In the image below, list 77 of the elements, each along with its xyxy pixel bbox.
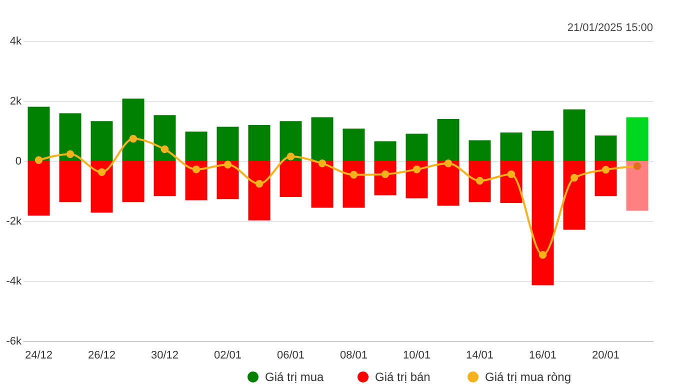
bar: [342, 128, 365, 161]
bar: [406, 161, 428, 198]
x-tick-label: 20/01: [592, 350, 620, 362]
point: [34, 156, 43, 164]
bar: [532, 130, 554, 161]
point: [476, 176, 484, 185]
bar: [500, 132, 522, 161]
bar: [59, 113, 82, 161]
x-tick-label: 14/01: [466, 350, 494, 362]
point: [633, 162, 642, 170]
x-tick-label: 08/01: [340, 350, 368, 362]
point: [350, 170, 358, 179]
point: [570, 174, 578, 182]
point: [98, 168, 106, 176]
bar: [437, 119, 460, 161]
y-tick-label: 4k: [10, 36, 22, 48]
point: [412, 166, 421, 174]
bar: [154, 161, 176, 196]
bar: [280, 161, 302, 197]
point: [192, 166, 200, 174]
bar: [468, 140, 491, 161]
y-tick-label: -2k: [6, 216, 22, 228]
point: [444, 160, 452, 168]
text: 21/01/2025 15:00: [567, 22, 653, 34]
bar: [626, 161, 648, 211]
bar: [311, 117, 334, 161]
point: [129, 134, 138, 143]
point: [66, 150, 74, 158]
point: [224, 160, 232, 168]
y-tick-label: 0: [15, 156, 22, 168]
bar: [216, 126, 239, 161]
bar: [90, 161, 113, 213]
bar: [374, 141, 396, 161]
bar: [185, 161, 208, 200]
bar: [437, 161, 460, 206]
bar: [122, 98, 144, 161]
legend-label: Giá trị mua: [265, 370, 324, 384]
legend-label: Giá trị mua ròng: [485, 370, 572, 384]
x-tick-label: 30/12: [150, 350, 179, 362]
bar: [311, 161, 334, 208]
bar: [532, 161, 554, 286]
bar: [248, 161, 270, 220]
x-tick-label: 02/01: [214, 350, 242, 362]
y-tick-label: 2k: [10, 96, 22, 108]
bar: [59, 161, 82, 202]
bar: [563, 161, 586, 230]
y-tick-label: -6k: [6, 336, 22, 348]
bar: [248, 125, 270, 161]
bar: [216, 161, 239, 200]
bar: [342, 161, 365, 208]
point: [160, 145, 169, 154]
x-tick-label: 16/01: [528, 350, 557, 362]
bar: [594, 136, 617, 161]
point: [255, 180, 264, 188]
bar: [28, 106, 50, 161]
bar: [154, 115, 176, 161]
x-tick-label: 24/12: [24, 350, 53, 362]
bar: [122, 161, 144, 202]
bar: [406, 134, 428, 161]
x-tick-label: 26/12: [88, 350, 116, 362]
point: [538, 251, 547, 259]
legend-label: Giá trị bán: [375, 370, 430, 384]
point: [286, 152, 295, 160]
x-tick-label: 06/01: [276, 350, 305, 362]
bar: [90, 121, 113, 161]
bar: [626, 117, 648, 161]
x-tick-label: 10/01: [402, 350, 431, 362]
point: [507, 170, 516, 178]
bar: [280, 121, 302, 161]
point: [602, 166, 610, 174]
y-tick-label: -4k: [6, 276, 22, 288]
bar: [28, 161, 50, 216]
point: [318, 160, 326, 168]
bar: [563, 109, 586, 161]
bar: [185, 132, 208, 161]
bar: [468, 161, 491, 202]
point: [381, 170, 390, 178]
